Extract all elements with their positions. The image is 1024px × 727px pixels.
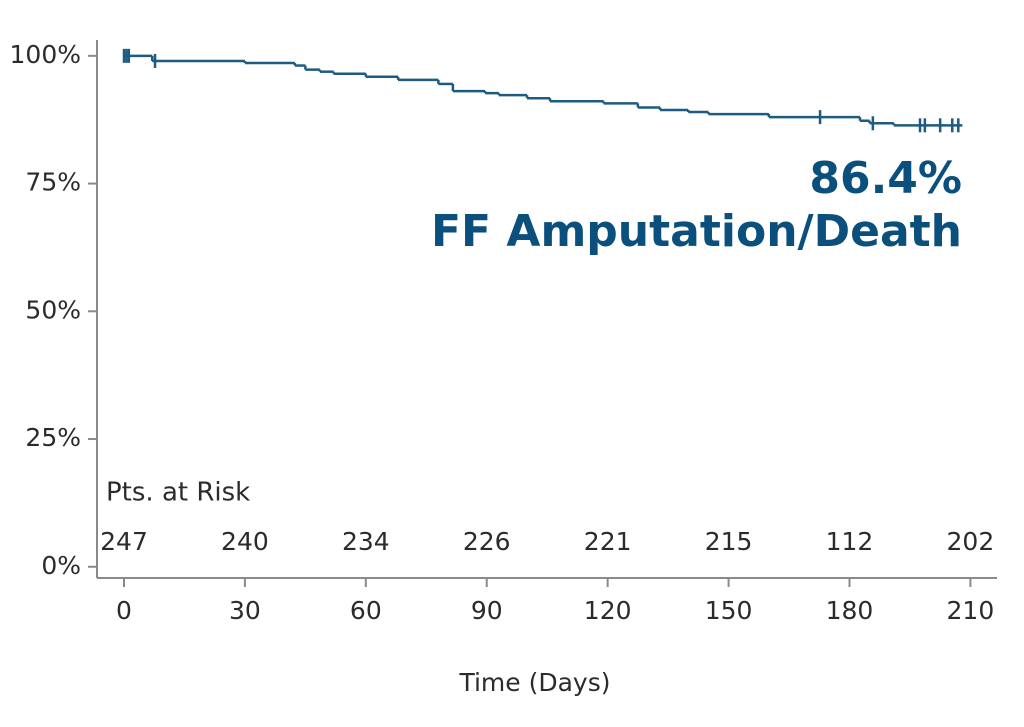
risk-value: 112 [826, 527, 874, 556]
y-tick-label: 0% [41, 551, 81, 580]
x-tick-label: 210 [947, 596, 995, 625]
x-tick-label: 0 [116, 596, 132, 625]
risk-value: 202 [947, 527, 995, 556]
x-tick-label: 150 [705, 596, 753, 625]
risk-value: 240 [221, 527, 269, 556]
annotation: FF Amputation/Death [431, 206, 962, 257]
x-tick-label: 30 [229, 596, 261, 625]
risk-value: 247 [100, 527, 148, 556]
risk-value: 221 [584, 527, 632, 556]
y-tick-label: 75% [25, 168, 81, 197]
risk-value: 226 [463, 527, 511, 556]
y-tick-label: 50% [25, 295, 81, 324]
annotation: 86.4% [809, 153, 962, 204]
x-tick-label: 180 [826, 596, 874, 625]
x-tick-label: 120 [584, 596, 632, 625]
x-axis-title: Time (Days) [458, 668, 610, 697]
y-tick-label: 100% [10, 40, 81, 69]
risk-label: Pts. at Risk [106, 478, 250, 508]
risk-value: 234 [342, 527, 390, 556]
x-tick-label: 60 [350, 596, 382, 625]
y-tick-label: 25% [25, 423, 81, 452]
risk-value: 215 [705, 527, 753, 556]
x-tick-label: 90 [471, 596, 503, 625]
